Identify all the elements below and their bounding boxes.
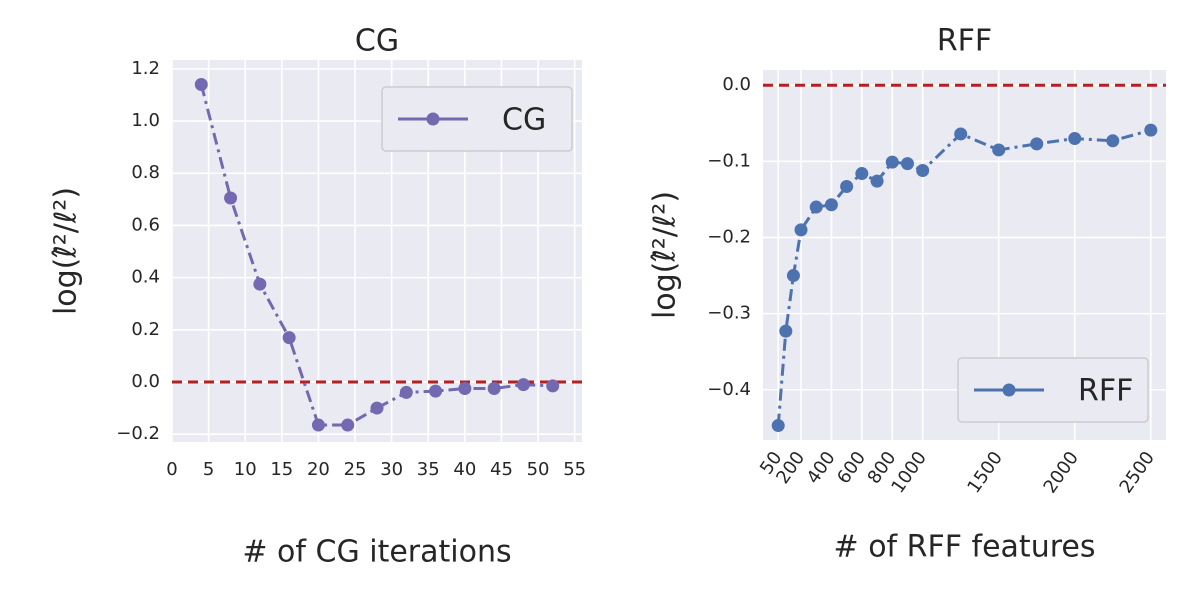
data-point bbox=[311, 418, 325, 432]
x-axis-label: # of RFF features bbox=[834, 530, 1096, 565]
legend-box bbox=[381, 86, 573, 152]
legend-label: CG bbox=[502, 103, 546, 138]
y-axis-label: log(ℓ̂²/ℓ²) bbox=[648, 191, 683, 319]
y-tick-label: −0.2 bbox=[707, 226, 751, 247]
data-point bbox=[282, 331, 296, 345]
data-point bbox=[779, 324, 793, 338]
x-tick-label: 30 bbox=[380, 459, 403, 480]
y-axis-label: log(ℓ̂²/ℓ²) bbox=[49, 187, 84, 315]
y-tick-label: −0.2 bbox=[116, 423, 160, 444]
data-point bbox=[916, 163, 930, 177]
x-tick-label: 35 bbox=[417, 459, 440, 480]
data-point bbox=[954, 127, 968, 141]
x-tick-label: 600 bbox=[833, 448, 870, 488]
data-point bbox=[487, 382, 501, 396]
data-point bbox=[1068, 132, 1082, 146]
y-tick-label: −0.1 bbox=[707, 150, 751, 171]
x-tick-label: 400 bbox=[803, 448, 840, 488]
data-point bbox=[840, 179, 854, 193]
y-tick-label: 0.0 bbox=[131, 371, 160, 392]
data-point bbox=[516, 378, 530, 392]
legend-label: RFF bbox=[1078, 374, 1133, 409]
data-point bbox=[1030, 137, 1044, 151]
x-tick-label: 2000 bbox=[1039, 448, 1082, 498]
chart-title: CG bbox=[355, 24, 399, 59]
y-tick-label: 0.2 bbox=[131, 319, 160, 340]
y-tick-label: 0.0 bbox=[722, 74, 751, 95]
y-tick-label: −0.4 bbox=[707, 379, 751, 400]
data-point bbox=[885, 155, 899, 169]
y-tick-label: −0.3 bbox=[707, 303, 751, 324]
legend-marker bbox=[1002, 383, 1016, 397]
data-point bbox=[870, 174, 884, 188]
x-tick-label: 50 bbox=[527, 459, 550, 480]
y-tick-label: 0.8 bbox=[131, 162, 160, 183]
x-tick-label: 55 bbox=[563, 459, 586, 480]
data-point bbox=[341, 418, 355, 432]
x-tick-label: 20 bbox=[307, 459, 330, 480]
data-point bbox=[1144, 123, 1158, 137]
data-point bbox=[370, 401, 384, 415]
y-tick-label: 0.4 bbox=[131, 267, 160, 288]
data-point bbox=[399, 385, 413, 399]
data-point bbox=[794, 223, 808, 237]
x-tick-label: 1500 bbox=[963, 448, 1006, 498]
x-tick-label: 10 bbox=[234, 459, 257, 480]
data-point bbox=[992, 143, 1006, 157]
legend-box bbox=[957, 357, 1149, 423]
x-tick-label: 200 bbox=[772, 448, 809, 488]
data-point bbox=[786, 269, 800, 283]
x-tick-label: 25 bbox=[344, 459, 367, 480]
data-point bbox=[546, 379, 560, 393]
x-tick-label: 45 bbox=[490, 459, 513, 480]
x-tick-label: 15 bbox=[270, 459, 293, 480]
x-tick-label: 2500 bbox=[1116, 448, 1159, 498]
x-tick-label: 40 bbox=[453, 459, 476, 480]
data-point bbox=[1106, 134, 1120, 148]
data-point bbox=[458, 382, 472, 396]
data-point bbox=[809, 200, 823, 214]
x-axis-label: # of CG iterations bbox=[242, 535, 511, 570]
x-tick-label: 5 bbox=[203, 459, 214, 480]
chart-title: RFF bbox=[937, 24, 992, 59]
data-point bbox=[253, 277, 267, 291]
data-point bbox=[224, 191, 238, 205]
data-point bbox=[771, 419, 785, 433]
data-point bbox=[900, 157, 914, 171]
x-tick-label: 1000 bbox=[887, 448, 930, 498]
y-tick-label: 1.0 bbox=[131, 110, 160, 131]
legend-marker bbox=[426, 112, 440, 126]
x-tick-label: 0 bbox=[166, 459, 177, 480]
y-tick-label: 1.2 bbox=[131, 58, 160, 79]
data-point bbox=[855, 167, 869, 181]
data-point bbox=[194, 78, 208, 92]
data-point bbox=[824, 198, 838, 212]
y-tick-label: 0.6 bbox=[131, 214, 160, 235]
data-point bbox=[429, 384, 443, 398]
